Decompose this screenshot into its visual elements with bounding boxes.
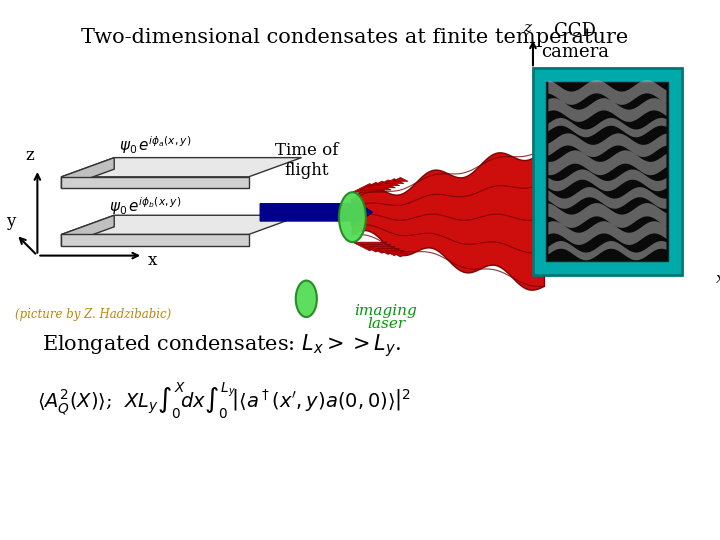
Text: z: z — [25, 147, 34, 164]
Polygon shape — [377, 180, 400, 186]
Polygon shape — [61, 158, 302, 177]
Text: CCD
camera: CCD camera — [541, 22, 609, 60]
Polygon shape — [369, 246, 395, 253]
Text: Two-dimensional condensates at finite temperature: Two-dimensional condensates at finite te… — [81, 28, 628, 47]
Polygon shape — [352, 148, 544, 290]
Polygon shape — [392, 178, 408, 181]
Text: x: x — [148, 252, 157, 269]
Polygon shape — [384, 251, 404, 255]
Text: z: z — [523, 21, 531, 35]
FancyBboxPatch shape — [533, 68, 682, 275]
Polygon shape — [352, 242, 387, 251]
Polygon shape — [361, 183, 391, 190]
Text: Time of
flight: Time of flight — [274, 142, 338, 179]
Polygon shape — [61, 234, 248, 246]
Polygon shape — [61, 215, 302, 234]
Ellipse shape — [339, 192, 366, 242]
Ellipse shape — [296, 281, 317, 317]
Polygon shape — [392, 253, 408, 257]
Polygon shape — [369, 181, 395, 188]
Polygon shape — [61, 177, 248, 188]
Text: imaging: imaging — [355, 304, 418, 318]
FancyBboxPatch shape — [546, 82, 668, 261]
Text: $\psi_0\, e^{i\phi_b(x,y)}$: $\psi_0\, e^{i\phi_b(x,y)}$ — [109, 196, 182, 218]
Polygon shape — [377, 249, 400, 254]
Text: $\langle A_Q^2(X)\rangle$;  $XL_y\int_0^X\! dx\int_0^{L_y}\!\left|\langle a^\dag: $\langle A_Q^2(X)\rangle$; $XL_y\int_0^X… — [37, 381, 412, 421]
Text: y: y — [6, 213, 15, 230]
Polygon shape — [352, 184, 387, 192]
Text: x: x — [716, 272, 720, 286]
Text: laser: laser — [367, 316, 405, 330]
Text: (picture by Z. Hadzibabic): (picture by Z. Hadzibabic) — [15, 308, 171, 321]
Text: Elongated condensates: $L_x$$>>$$L_y$.: Elongated condensates: $L_x$$>>$$L_y$. — [42, 333, 402, 359]
Polygon shape — [384, 179, 404, 184]
Polygon shape — [361, 244, 391, 252]
FancyArrow shape — [260, 199, 372, 226]
Polygon shape — [61, 158, 114, 188]
Text: $\psi_0\, e^{i\phi_a(x,y)}$: $\psi_0\, e^{i\phi_a(x,y)}$ — [119, 134, 192, 156]
Polygon shape — [61, 215, 114, 246]
